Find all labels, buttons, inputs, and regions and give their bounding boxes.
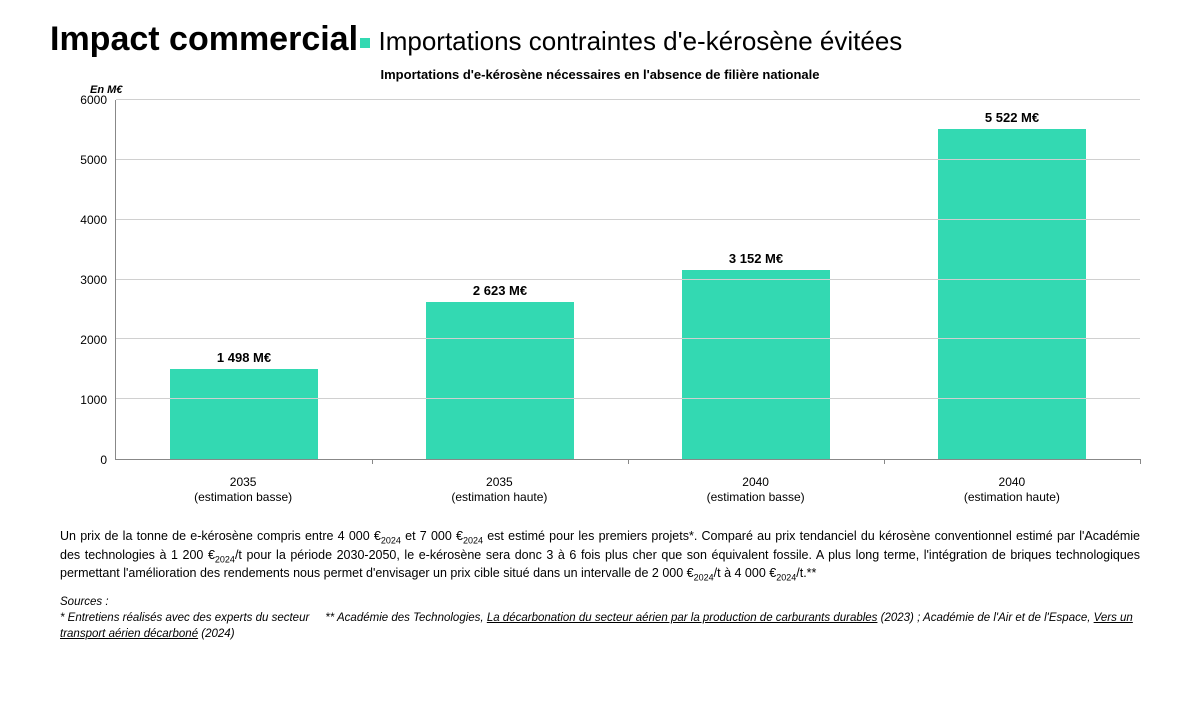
subscript-year: 2024 bbox=[381, 536, 401, 546]
grid-line bbox=[116, 159, 1140, 160]
y-tick-label: 3000 bbox=[80, 273, 107, 287]
bar-value-label: 5 522 M€ bbox=[985, 110, 1039, 125]
x-tick-label: 2035(estimation basse) bbox=[115, 475, 371, 506]
x-axis-labels: 2035(estimation basse)2035(estimation ha… bbox=[115, 475, 1140, 506]
x-tick-label: 2040(estimation basse) bbox=[628, 475, 884, 506]
y-tick-label: 4000 bbox=[80, 213, 107, 227]
title-subtitle: Importations contraintes d'e-kérosène év… bbox=[378, 26, 902, 56]
source-ref-1-year: (2023) ; Académie de l'Air et de l'Espac… bbox=[877, 612, 1093, 624]
x-tick-mark bbox=[628, 459, 629, 464]
bar: 1 498 M€ bbox=[170, 369, 318, 459]
x-tick-label: 2040(estimation haute) bbox=[884, 475, 1140, 506]
bar-slot: 2 623 M€ bbox=[372, 100, 628, 459]
grid-line bbox=[116, 398, 1140, 399]
bar: 2 623 M€ bbox=[426, 302, 574, 459]
subscript-year: 2024 bbox=[776, 573, 796, 583]
grid-line bbox=[116, 279, 1140, 280]
bars-container: 1 498 M€ 2 623 M€ 3 152 M€ 5 522 M€ bbox=[116, 100, 1140, 459]
subscript-year: 2024 bbox=[463, 536, 483, 546]
title-bold: Impact commercial bbox=[50, 20, 358, 58]
y-tick-label: 1000 bbox=[80, 393, 107, 407]
bar-slot: 3 152 M€ bbox=[628, 100, 884, 459]
x-tick-label: 2035(estimation haute) bbox=[371, 475, 627, 506]
x-tick-mark bbox=[1140, 459, 1141, 464]
source-note-1: * Entretiens réalisés avec des experts d… bbox=[60, 612, 309, 624]
source-ref-2-year: (2024) bbox=[198, 628, 234, 640]
body-text: /t.** bbox=[796, 566, 816, 580]
source-note-2: ** Académie des Technologies, bbox=[325, 612, 487, 624]
sources-block: Sources : * Entretiens réalisés avec des… bbox=[60, 594, 1140, 642]
bar-value-label: 2 623 M€ bbox=[473, 283, 527, 298]
accent-dot bbox=[360, 38, 370, 48]
x-tick-mark bbox=[372, 459, 373, 464]
grid-line bbox=[116, 99, 1140, 100]
chart-title: Importations d'e-kérosène nécessaires en… bbox=[50, 67, 1150, 82]
subscript-year: 2024 bbox=[215, 554, 235, 564]
source-ref-1: La décarbonation du secteur aérien par l… bbox=[487, 612, 878, 624]
bar: 5 522 M€ bbox=[938, 129, 1086, 459]
body-text: /t à 4 000 € bbox=[714, 566, 777, 580]
y-tick-label: 0 bbox=[100, 453, 107, 467]
grid-line bbox=[116, 338, 1140, 339]
bar-value-label: 1 498 M€ bbox=[217, 350, 271, 365]
plot-area: 1 498 M€ 2 623 M€ 3 152 M€ 5 522 M€ bbox=[115, 100, 1140, 460]
y-axis: 0100020003000400050006000 bbox=[60, 100, 115, 460]
y-tick-label: 2000 bbox=[80, 333, 107, 347]
sources-heading: Sources : bbox=[60, 596, 109, 608]
bar: 3 152 M€ bbox=[682, 270, 830, 459]
x-tick-mark bbox=[884, 459, 885, 464]
bar-chart: 0100020003000400050006000 1 498 M€2 623 … bbox=[60, 100, 1140, 480]
y-tick-label: 5000 bbox=[80, 153, 107, 167]
body-text: et 7 000 € bbox=[401, 529, 463, 543]
bar-value-label: 3 152 M€ bbox=[729, 251, 783, 266]
body-paragraph: Un prix de la tonne de e-kérosène compri… bbox=[60, 528, 1140, 584]
bar-slot: 5 522 M€ bbox=[884, 100, 1140, 459]
subscript-year: 2024 bbox=[694, 573, 714, 583]
grid-line bbox=[116, 219, 1140, 220]
bar-slot: 1 498 M€ bbox=[116, 100, 372, 459]
page-title-row: Impact commercial Importations contraint… bbox=[50, 20, 1150, 59]
y-axis-unit: En M€ bbox=[90, 84, 1150, 96]
y-tick-label: 6000 bbox=[80, 93, 107, 107]
body-text: Un prix de la tonne de e-kérosène compri… bbox=[60, 529, 381, 543]
